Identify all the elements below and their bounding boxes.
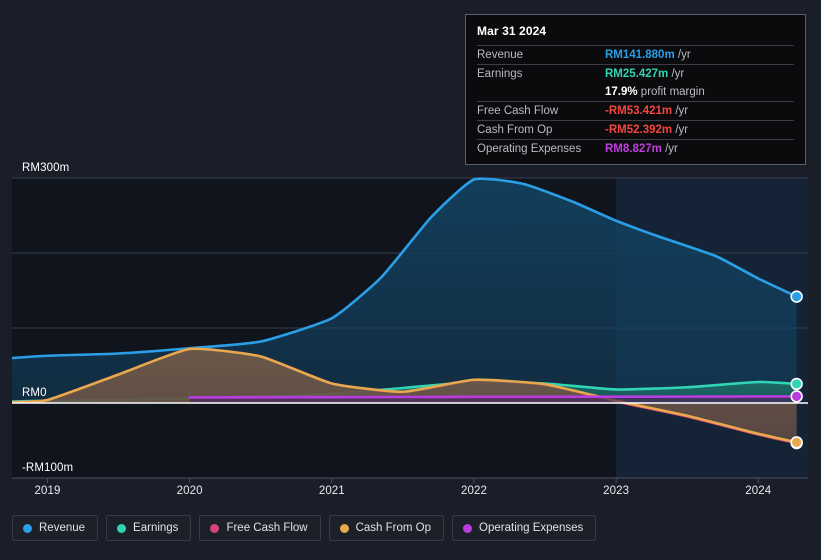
- legend-color-dot: [117, 523, 127, 533]
- x-axis-tick-label: 2019: [34, 485, 61, 497]
- legend-item-cash-from-op[interactable]: Cash From Op: [328, 515, 445, 541]
- tooltip-row-label: [477, 83, 605, 102]
- legend-item-free-cash-flow[interactable]: Free Cash Flow: [199, 515, 321, 541]
- series-line: [12, 177, 798, 360]
- tooltip-amount: -RM53.421m: [605, 105, 673, 117]
- tooltip-amount: -RM52.392m: [605, 124, 673, 136]
- tooltip-row-value: -RM52.392m /yr: [605, 121, 794, 140]
- endpoint-marker-operating-expenses: [790, 390, 803, 403]
- tooltip-row: Earnings RM25.427m /yr: [477, 64, 794, 84]
- x-axis-tick-label: 2023: [603, 485, 630, 497]
- tooltip-unit: profit margin: [637, 86, 705, 98]
- tooltip-row-label: Cash From Op: [477, 124, 553, 136]
- x-axis-tick-label: 2022: [460, 485, 487, 497]
- tooltip-row-label: Earnings: [477, 68, 523, 80]
- tooltip-row-value: 17.9% profit margin: [605, 83, 794, 102]
- tooltip-row: Revenue RM141.880m /yr: [477, 45, 794, 65]
- tooltip-row-label: Operating Expenses: [477, 143, 582, 155]
- tooltip-row-label: Free Cash Flow: [477, 105, 559, 117]
- legend-label: Earnings: [133, 522, 179, 534]
- data-tooltip: Mar 31 2024 Revenue RM141.880m /yr Earning…: [465, 14, 806, 165]
- tooltip-date: Mar 31 2024: [477, 24, 547, 38]
- chart-canvas: [12, 177, 808, 483]
- financial-chart: RM300m RM0 -RM100m 2019 2020 2021 2022 2023 2024: [12, 162, 808, 497]
- tooltip-amount: RM8.827m: [605, 143, 662, 155]
- series-operating-expenses: [188, 395, 798, 403]
- tooltip-unit: /yr: [661, 143, 678, 155]
- legend-label: Operating Expenses: [479, 522, 584, 534]
- tooltip-row-value: RM25.427m /yr: [605, 65, 794, 84]
- legend-color-dot: [23, 523, 32, 533]
- tooltip-row-value: RM8.827m /yr: [605, 140, 794, 159]
- x-axis-tick-label: 2021: [318, 485, 345, 497]
- x-axis-tick-label: 2020: [176, 485, 203, 497]
- series-cash-from-op: [12, 347, 798, 444]
- x-axis-tick-label: 2024: [745, 485, 772, 497]
- legend-item-earnings[interactable]: Earnings: [106, 515, 192, 541]
- endpoint-marker-earnings: [790, 377, 803, 391]
- legend-label: Cash From Op: [355, 522, 432, 534]
- legend-color-dot: [210, 523, 220, 533]
- series-area: [12, 348, 797, 443]
- tooltip-row: Operating Expenses RM8.827m /yr: [477, 139, 794, 159]
- legend-color-dot: [339, 523, 349, 533]
- tooltip-amount: RM25.427m: [605, 68, 669, 80]
- tooltip-amount: 17.9%: [605, 86, 638, 98]
- tooltip-row: Cash From Op -RM52.392m /yr: [477, 120, 794, 140]
- tooltip-unit: /yr: [672, 124, 689, 136]
- y-axis-tick-label: RM300m: [22, 162, 70, 174]
- tooltip-row: 17.9% profit margin: [477, 83, 794, 102]
- endpoint-marker-cash-from-op: [790, 436, 803, 449]
- tooltip-unit: /yr: [668, 68, 685, 80]
- y-axis-tick-label: -RM100m: [22, 462, 74, 474]
- legend-label: Free Cash Flow: [226, 522, 308, 534]
- tooltip-unit: /yr: [672, 105, 689, 117]
- endpoint-marker-revenue: [790, 290, 803, 303]
- legend-label: Revenue: [39, 522, 86, 534]
- tooltip-amount: RM141.880m: [605, 49, 675, 61]
- chart-legend: Revenue Earnings Free Cash Flow Cash From O…: [12, 515, 597, 541]
- tooltip-table: Revenue RM141.880m /yr Earnings RM25.427m /…: [477, 45, 794, 158]
- legend-item-revenue[interactable]: Revenue: [12, 515, 99, 541]
- tooltip-unit: /yr: [674, 49, 691, 61]
- tooltip-row-label: Revenue: [477, 49, 524, 61]
- tooltip-row-value: RM141.880m /yr: [605, 46, 794, 65]
- series-line: [12, 347, 798, 444]
- tooltip-row: Free Cash Flow -RM53.421m /yr: [477, 101, 794, 121]
- legend-color-dot: [463, 523, 473, 533]
- legend-item-operating-expenses[interactable]: Operating Expenses: [452, 515, 597, 541]
- tooltip-row-value: -RM53.421m /yr: [605, 102, 794, 121]
- series-layer: [12, 177, 798, 445]
- series-revenue: [12, 177, 798, 403]
- series-line: [188, 395, 798, 399]
- y-axis-tick-label: RM0: [22, 387, 47, 399]
